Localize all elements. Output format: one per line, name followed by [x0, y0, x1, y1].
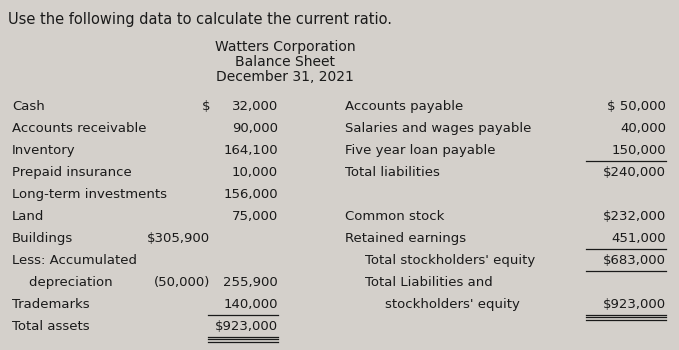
Text: Long-term investments: Long-term investments: [12, 188, 167, 201]
Text: 32,000: 32,000: [232, 100, 278, 113]
Text: 156,000: 156,000: [223, 188, 278, 201]
Text: 451,000: 451,000: [611, 232, 666, 245]
Text: depreciation: depreciation: [12, 276, 113, 289]
Text: December 31, 2021: December 31, 2021: [216, 70, 354, 84]
Text: Use the following data to calculate the current ratio.: Use the following data to calculate the …: [8, 12, 392, 27]
Text: $: $: [202, 100, 210, 113]
Text: Total assets: Total assets: [12, 320, 90, 333]
Text: Salaries and wages payable: Salaries and wages payable: [345, 122, 532, 135]
Text: 10,000: 10,000: [232, 166, 278, 179]
Text: 90,000: 90,000: [232, 122, 278, 135]
Text: Total liabilities: Total liabilities: [345, 166, 440, 179]
Text: Trademarks: Trademarks: [12, 298, 90, 311]
Text: $923,000: $923,000: [215, 320, 278, 333]
Text: Buildings: Buildings: [12, 232, 73, 245]
Text: Less: Accumulated: Less: Accumulated: [12, 254, 137, 267]
Text: Accounts receivable: Accounts receivable: [12, 122, 147, 135]
Text: 140,000: 140,000: [223, 298, 278, 311]
Text: Inventory: Inventory: [12, 144, 75, 157]
Text: Balance Sheet: Balance Sheet: [235, 55, 335, 69]
Text: Total Liabilities and: Total Liabilities and: [365, 276, 493, 289]
Text: 150,000: 150,000: [611, 144, 666, 157]
Text: $240,000: $240,000: [603, 166, 666, 179]
Text: $232,000: $232,000: [603, 210, 666, 223]
Text: Land: Land: [12, 210, 44, 223]
Text: stockholders' equity: stockholders' equity: [385, 298, 520, 311]
Text: Common stock: Common stock: [345, 210, 444, 223]
Text: 75,000: 75,000: [232, 210, 278, 223]
Text: $ 50,000: $ 50,000: [607, 100, 666, 113]
Text: Cash: Cash: [12, 100, 45, 113]
Text: 164,100: 164,100: [223, 144, 278, 157]
Text: $305,900: $305,900: [147, 232, 210, 245]
Text: Accounts payable: Accounts payable: [345, 100, 463, 113]
Text: Five year loan payable: Five year loan payable: [345, 144, 496, 157]
Text: $683,000: $683,000: [603, 254, 666, 267]
Text: Retained earnings: Retained earnings: [345, 232, 466, 245]
Text: (50,000): (50,000): [153, 276, 210, 289]
Text: 255,900: 255,900: [223, 276, 278, 289]
Text: Watters Corporation: Watters Corporation: [215, 40, 355, 54]
Text: Prepaid insurance: Prepaid insurance: [12, 166, 132, 179]
Text: 40,000: 40,000: [620, 122, 666, 135]
Text: $923,000: $923,000: [603, 298, 666, 311]
Text: Total stockholders' equity: Total stockholders' equity: [365, 254, 535, 267]
